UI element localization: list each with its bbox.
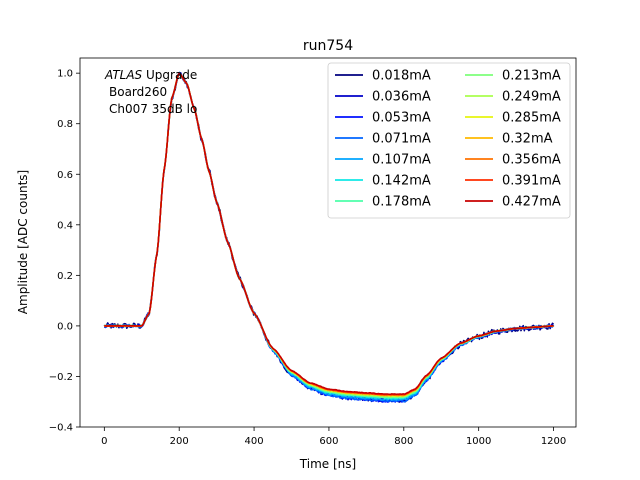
y-tick-label: −0.4: [49, 423, 73, 434]
x-tick-label: 400: [245, 436, 264, 447]
legend-label: 0.427mA: [502, 195, 561, 210]
legend-label: 0.071mA: [372, 132, 431, 147]
y-tick-label: 0.4: [57, 220, 73, 231]
annotation-upgrade: Upgrade: [142, 68, 197, 82]
legend-label: 0.391mA: [502, 174, 561, 189]
y-axis-ticks: −0.4 −0.2 0.0 0.2 0.4 0.6 0.8 1.0: [49, 69, 80, 434]
legend-box: [327, 62, 571, 219]
x-tick-label: 1000: [466, 436, 491, 447]
series-line-0.427mA: [104, 72, 554, 395]
legend-label: 0.213mA: [502, 69, 561, 84]
legend-label: 0.356mA: [502, 153, 561, 168]
series-layer: [103, 71, 555, 403]
x-tick-label: 0: [101, 436, 107, 447]
legend: 0.018mA 0.036mA 0.053mA 0.071mA 0.107mA 0.142…: [327, 62, 571, 219]
legend-label: 0.018mA: [372, 69, 431, 84]
legend-label: 0.285mA: [502, 111, 561, 126]
y-tick-label: 0.8: [57, 119, 73, 130]
legend-label: 0.178mA: [372, 195, 431, 210]
x-tick-label: 1200: [541, 436, 566, 447]
plot-frame: [79, 57, 577, 428]
legend-label: 0.107mA: [372, 153, 431, 168]
atlas-annotation: ATLAS Upgrade Board260 Ch007 35dB lo: [104, 68, 197, 116]
legend-label: 0.036mA: [372, 90, 431, 105]
legend-label: 0.142mA: [372, 174, 431, 189]
chart-title: run754: [303, 38, 353, 54]
annotation-channel: Ch007 35dB lo: [109, 102, 197, 116]
annotation-board: Board260: [109, 85, 167, 99]
svg-text:ATLAS Upgrade: ATLAS Upgrade: [104, 68, 197, 82]
x-axis-ticks: 0 200 400 600 800 1000 1200: [101, 427, 566, 447]
x-tick-label: 800: [394, 436, 413, 447]
y-tick-label: 0.0: [57, 321, 73, 332]
x-tick-label: 200: [170, 436, 189, 447]
legend-label: 0.249mA: [502, 90, 561, 105]
y-tick-label: 1.0: [57, 69, 73, 80]
legend-label: 0.32mA: [502, 132, 553, 147]
y-tick-label: −0.2: [49, 372, 73, 383]
y-tick-label: 0.2: [57, 271, 73, 282]
y-tick-label: 0.6: [57, 170, 73, 181]
legend-label: 0.053mA: [372, 111, 431, 126]
annotation-atlas-italic: ATLAS: [104, 68, 143, 82]
y-axis-label: Amplitude [ADC counts]: [16, 170, 30, 314]
x-tick-label: 600: [319, 436, 338, 447]
x-axis-label: Time [ns]: [299, 457, 356, 471]
